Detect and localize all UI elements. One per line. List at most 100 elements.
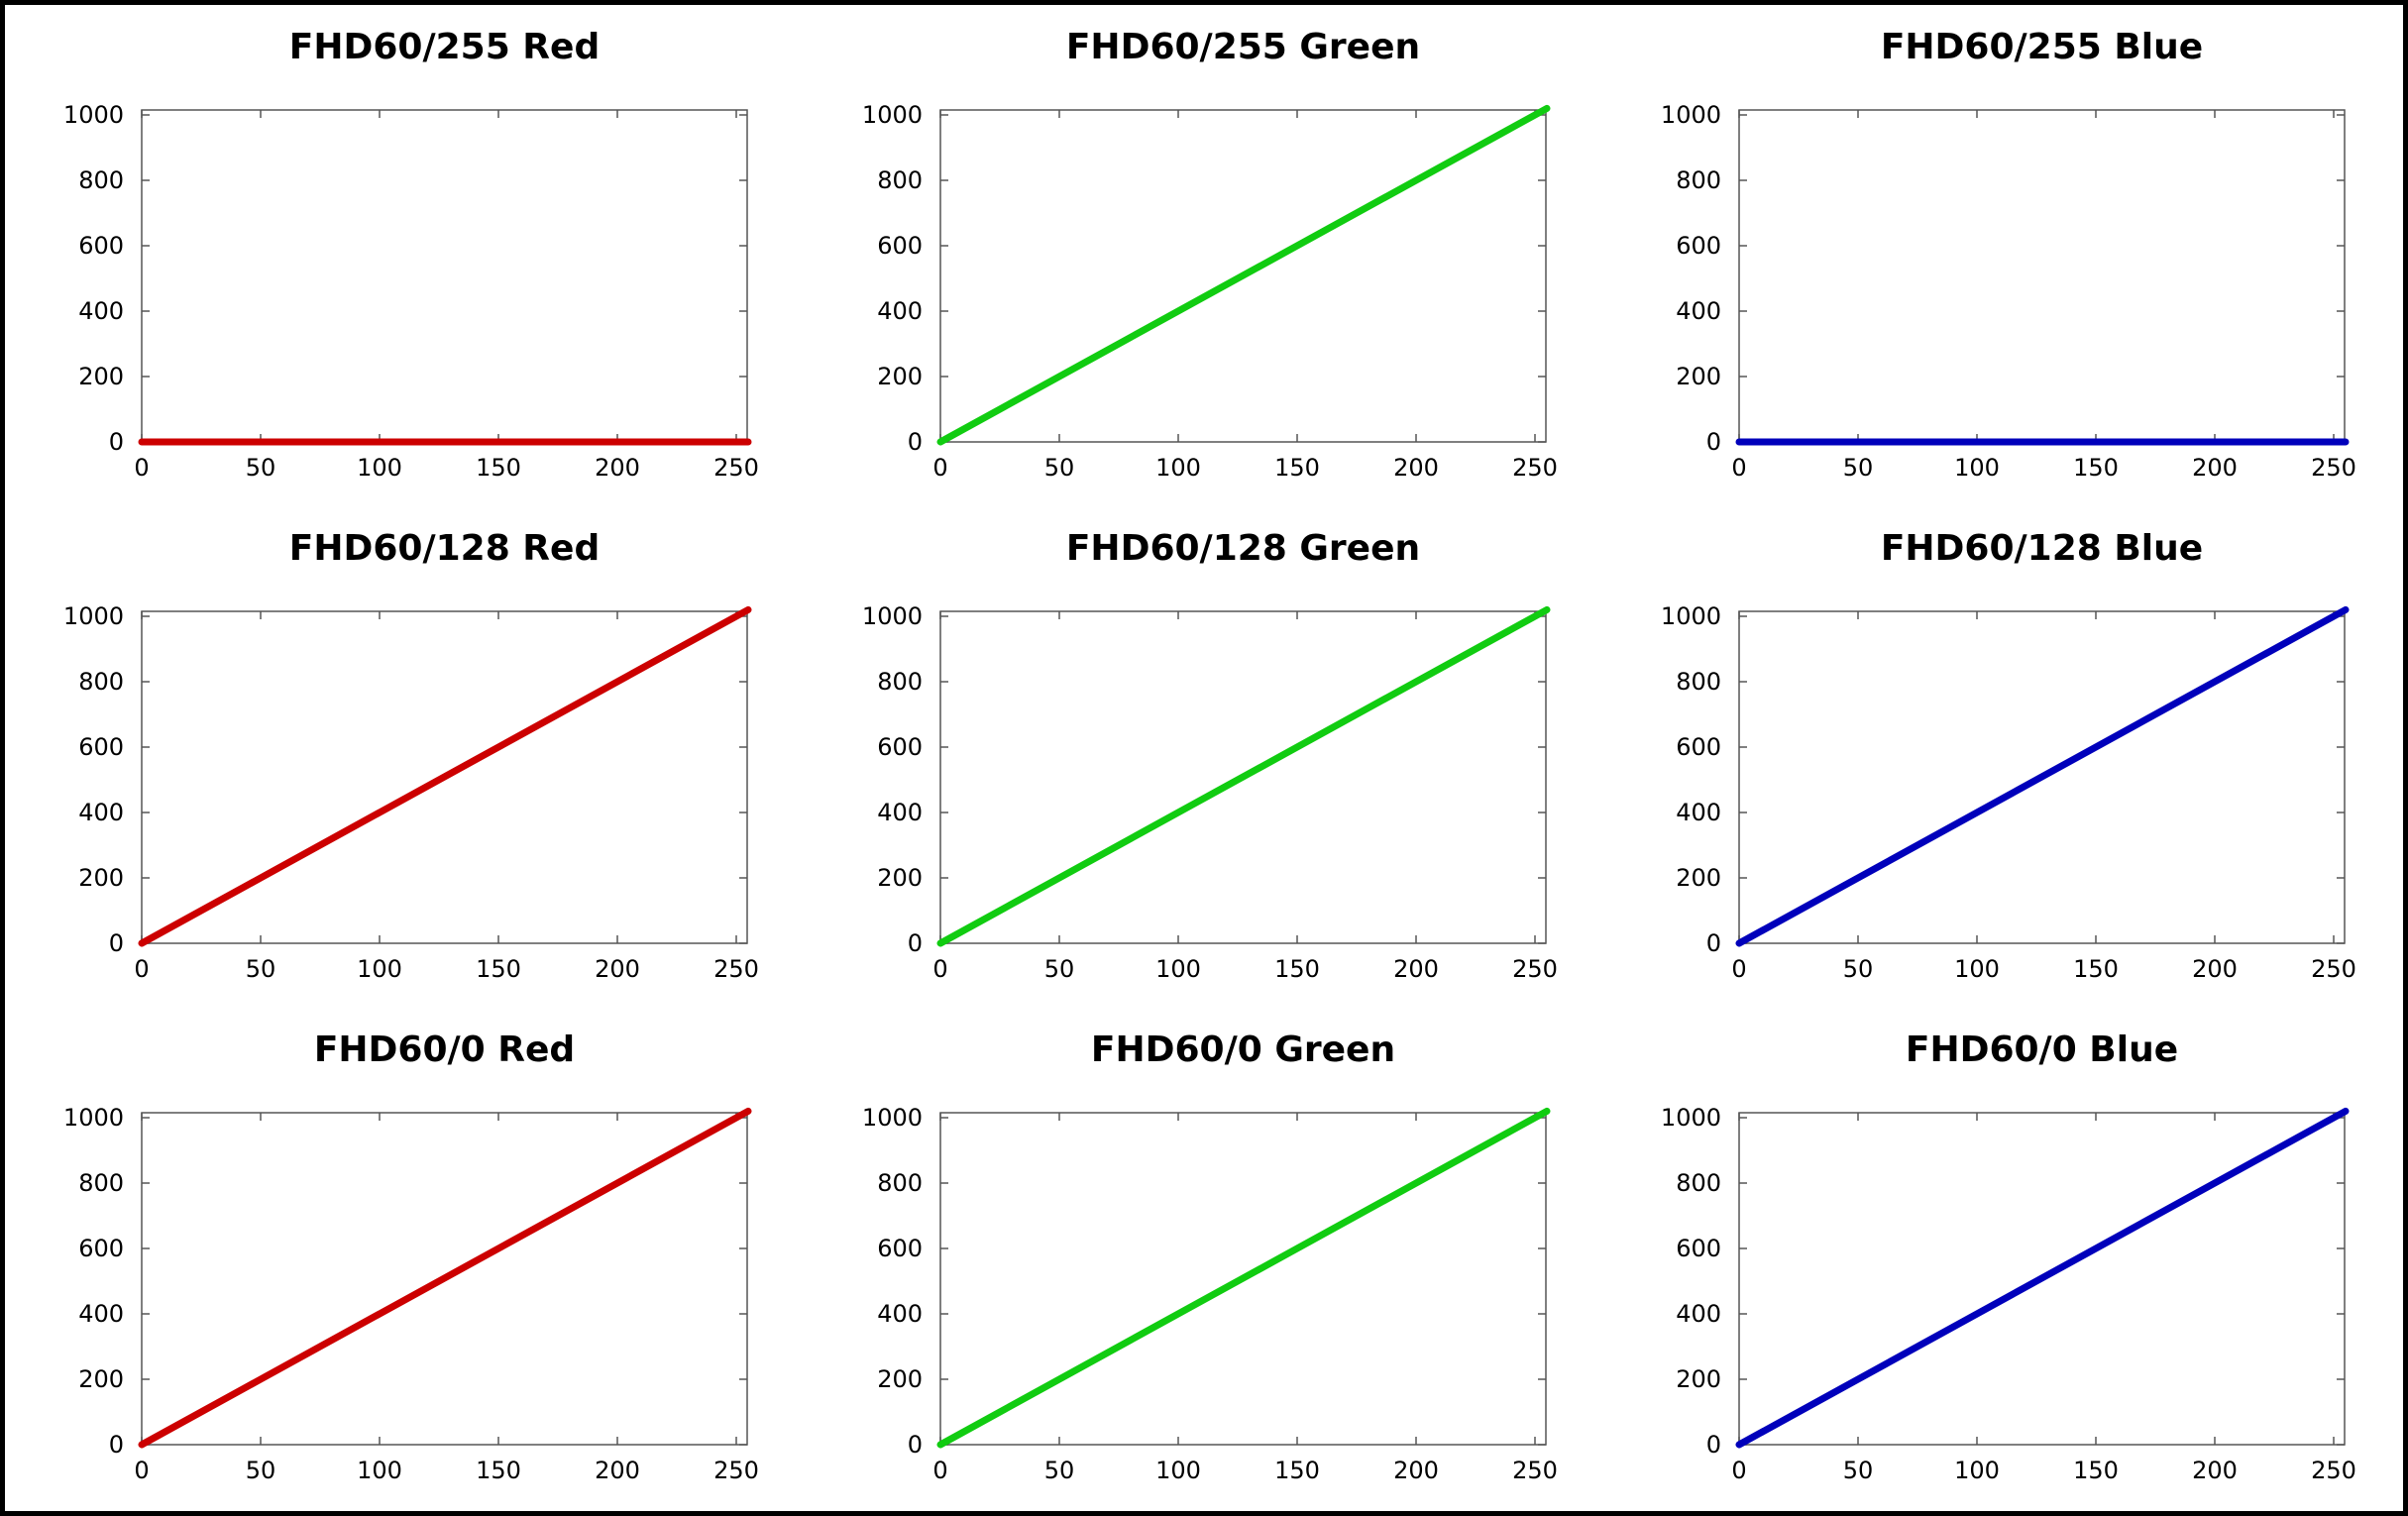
x-tick-label: 250 xyxy=(713,955,759,983)
x-tick-label: 50 xyxy=(246,454,276,482)
chart-title: FHD60/128 Red xyxy=(289,528,600,569)
x-tick-label: 100 xyxy=(357,1457,402,1484)
x-tick-label: 50 xyxy=(1044,454,1075,482)
y-tick-label: 0 xyxy=(908,428,923,456)
x-tick-label: 50 xyxy=(246,1457,276,1484)
x-tick-label: 150 xyxy=(2073,454,2119,482)
y-tick-label: 1000 xyxy=(862,101,923,129)
y-tick-label: 800 xyxy=(1676,1169,1721,1197)
y-tick-label: 400 xyxy=(877,297,923,325)
x-tick-label: 100 xyxy=(1155,454,1201,482)
plot-area xyxy=(1738,109,2346,443)
x-tick-label: 250 xyxy=(713,1457,759,1484)
plot-area xyxy=(141,1112,748,1446)
series-line xyxy=(138,605,752,947)
x-tick-label: 50 xyxy=(1843,1457,1874,1484)
plot-area xyxy=(939,1112,1547,1446)
x-tick-label: 0 xyxy=(1731,955,1746,983)
y-tick-label: 800 xyxy=(877,166,923,194)
plot-area xyxy=(1738,610,2346,944)
x-tick-label: 250 xyxy=(2311,1457,2356,1484)
x-tick-label: 100 xyxy=(1954,1457,2000,1484)
y-tick-label: 1000 xyxy=(63,1104,124,1132)
y-tick-label: 400 xyxy=(78,799,124,826)
y-tick-label: 1000 xyxy=(862,602,923,630)
y-tick-label: 200 xyxy=(877,1365,923,1393)
y-tick-label: 200 xyxy=(78,1365,124,1393)
y-tick-label: 0 xyxy=(109,929,124,957)
x-tick-label: 250 xyxy=(1512,955,1558,983)
y-tick-label: 0 xyxy=(1706,929,1721,957)
x-tick-label: 200 xyxy=(1393,454,1439,482)
series-line xyxy=(1735,605,2350,947)
x-tick-label: 200 xyxy=(595,454,640,482)
y-tick-label: 600 xyxy=(1676,1235,1721,1262)
x-tick-label: 200 xyxy=(595,1457,640,1484)
x-tick-label: 50 xyxy=(246,955,276,983)
x-tick-label: 0 xyxy=(1731,454,1746,482)
x-tick-label: 150 xyxy=(476,1457,521,1484)
series-line xyxy=(936,605,1551,947)
y-tick-label: 400 xyxy=(1676,297,1721,325)
y-tick-label: 800 xyxy=(877,1169,923,1197)
y-tick-label: 200 xyxy=(78,864,124,892)
y-tick-label: 1000 xyxy=(1661,1104,1721,1132)
x-tick-label: 250 xyxy=(1512,1457,1558,1484)
series-line xyxy=(936,1107,1551,1449)
y-tick-label: 0 xyxy=(1706,1431,1721,1459)
y-tick-label: 200 xyxy=(1676,1365,1721,1393)
chart-title: FHD60/0 Blue xyxy=(1906,1029,2178,1070)
y-tick-label: 600 xyxy=(877,1235,923,1262)
x-tick-label: 100 xyxy=(1954,454,2000,482)
y-tick-label: 0 xyxy=(109,1431,124,1459)
y-tick-label: 600 xyxy=(78,1235,124,1262)
chart-title: FHD60/0 Green xyxy=(1091,1029,1395,1070)
x-tick-label: 150 xyxy=(2073,955,2119,983)
series-line xyxy=(936,104,1551,446)
y-tick-label: 400 xyxy=(78,297,124,325)
x-tick-label: 150 xyxy=(1274,454,1320,482)
x-tick-label: 100 xyxy=(1155,955,1201,983)
chart-title: FHD60/128 Green xyxy=(1066,528,1420,569)
x-tick-label: 50 xyxy=(1044,1457,1075,1484)
y-tick-label: 0 xyxy=(908,929,923,957)
x-tick-label: 200 xyxy=(1393,1457,1439,1484)
y-tick-label: 800 xyxy=(1676,166,1721,194)
x-tick-label: 100 xyxy=(357,955,402,983)
y-tick-label: 200 xyxy=(1676,864,1721,892)
y-tick-label: 400 xyxy=(1676,1300,1721,1328)
x-tick-label: 0 xyxy=(134,454,149,482)
x-tick-label: 250 xyxy=(713,454,759,482)
x-tick-label: 250 xyxy=(2311,955,2356,983)
y-tick-label: 800 xyxy=(877,668,923,696)
x-tick-label: 0 xyxy=(1731,1457,1746,1484)
y-tick-label: 600 xyxy=(1676,232,1721,260)
plot-area xyxy=(939,610,1547,944)
chart-panel: FHD60/255 Red 0 200 400 600 800 1000 0 50 100 150 2… xyxy=(63,27,759,482)
y-tick-label: 800 xyxy=(78,668,124,696)
y-tick-label: 600 xyxy=(78,733,124,761)
y-tick-label: 200 xyxy=(78,363,124,390)
y-tick-label: 1000 xyxy=(63,101,124,129)
x-tick-label: 0 xyxy=(134,955,149,983)
chart-title: FHD60/255 Red xyxy=(289,27,600,67)
chart-panel: FHD60/0 Red 0 200 400 600 800 1000 0 50 100 150 200… xyxy=(63,1029,759,1484)
x-tick-label: 150 xyxy=(1274,1457,1320,1484)
x-tick-label: 250 xyxy=(2311,454,2356,482)
x-tick-label: 0 xyxy=(932,454,947,482)
chart-panel: FHD60/255 Green 0 200 400 600 800 1000 0 50 100 15… xyxy=(862,27,1558,482)
chart-panel: FHD60/255 Blue 0 200 400 600 800 1000 0 50 100 150… xyxy=(1661,27,2356,482)
x-tick-label: 0 xyxy=(932,1457,947,1484)
x-tick-label: 200 xyxy=(1393,955,1439,983)
x-tick-label: 200 xyxy=(2192,1457,2238,1484)
chart-title: FHD60/0 Red xyxy=(314,1029,575,1070)
x-tick-label: 200 xyxy=(595,955,640,983)
x-tick-label: 100 xyxy=(357,454,402,482)
x-tick-label: 250 xyxy=(1512,454,1558,482)
x-tick-label: 100 xyxy=(1155,1457,1201,1484)
series-line xyxy=(1735,1107,2350,1449)
chart-panel: FHD60/128 Green 0 200 400 600 800 1000 0 50 100 15… xyxy=(862,528,1558,983)
chart-title: FHD60/255 Blue xyxy=(1881,27,2203,67)
